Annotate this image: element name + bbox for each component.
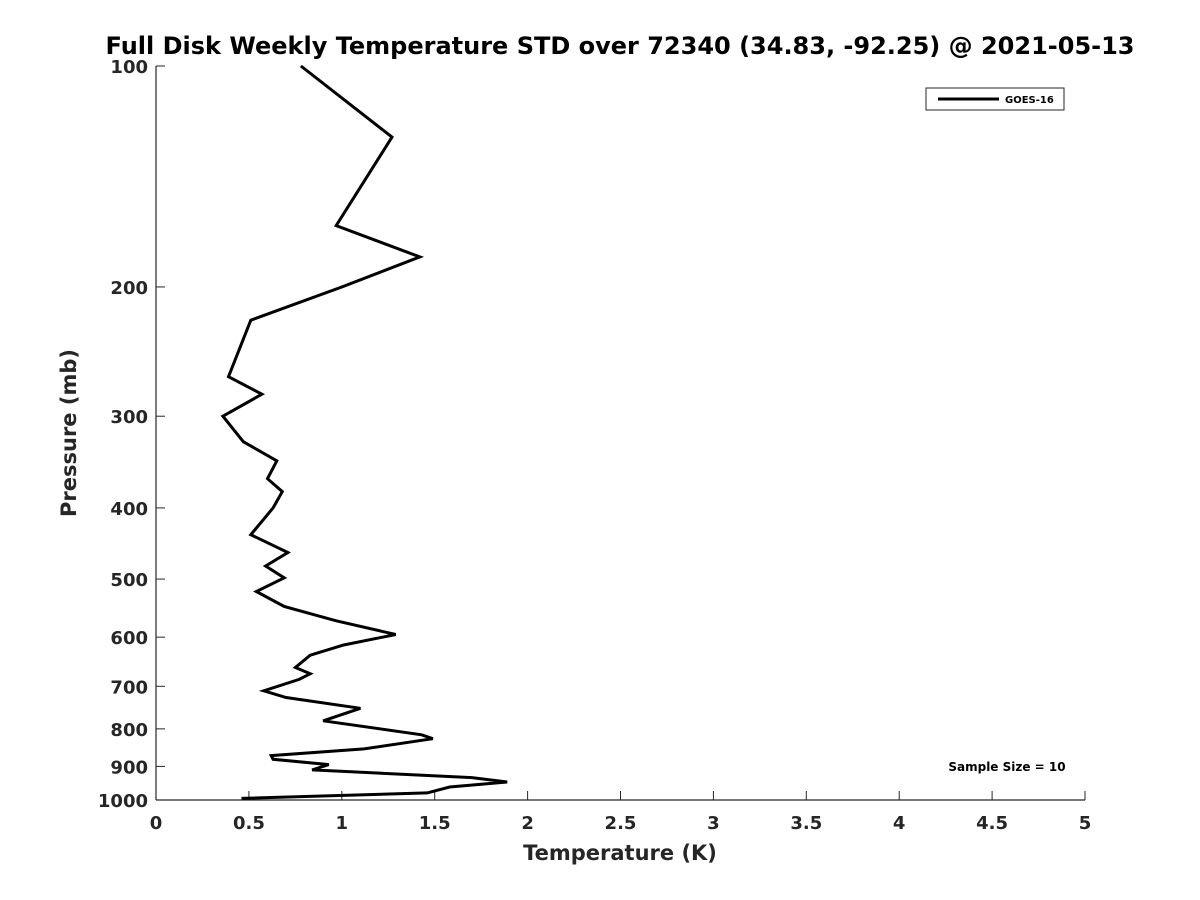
plot-area — [156, 66, 1085, 800]
y-tick-label: 200 — [110, 278, 148, 299]
x-tick-label: 5 — [1079, 813, 1092, 834]
x-tick-label: 0 — [150, 813, 163, 834]
legend-label-goes-16: GOES-16 — [1005, 95, 1054, 106]
sample-size-annotation: Sample Size = 10 — [948, 760, 1065, 774]
x-tick-label: 3 — [707, 813, 720, 834]
y-tick-label: 500 — [110, 570, 148, 591]
x-axis-ticks: 0 0.5 1 1.5 2 2.5 3 3.5 4 4.5 5 — [150, 791, 1092, 834]
chart-title: Full Disk Weekly Temperature STD over 72… — [106, 32, 1135, 60]
x-tick-label: 2 — [521, 813, 534, 834]
x-axis-label: Temperature (K) — [523, 841, 717, 865]
y-tick-label: 100 — [110, 57, 148, 78]
x-tick-label: 1 — [336, 813, 349, 834]
y-tick-label: 1000 — [98, 791, 148, 812]
legend: GOES-16 — [925, 87, 1065, 111]
x-tick-label: 4 — [893, 813, 906, 834]
y-axis-ticks: 100 200 300 400 500 600 700 800 900 1000 — [98, 57, 165, 812]
series-goes-16-line — [220, 64, 508, 800]
y-tick-label: 300 — [110, 407, 148, 428]
x-tick-label: 0.5 — [233, 813, 265, 834]
y-axis-label: Pressure (mb) — [57, 349, 81, 517]
y-tick-label: 600 — [110, 628, 148, 649]
x-tick-label: 1.5 — [419, 813, 451, 834]
y-tick-label: 700 — [110, 677, 148, 698]
x-tick-label: 2.5 — [605, 813, 637, 834]
x-tick-label: 3.5 — [790, 813, 822, 834]
y-tick-label: 400 — [110, 499, 148, 520]
y-tick-label: 800 — [110, 720, 148, 741]
x-tick-label: 4.5 — [976, 813, 1008, 834]
plot-background — [156, 66, 1085, 800]
y-tick-label: 900 — [110, 757, 148, 778]
